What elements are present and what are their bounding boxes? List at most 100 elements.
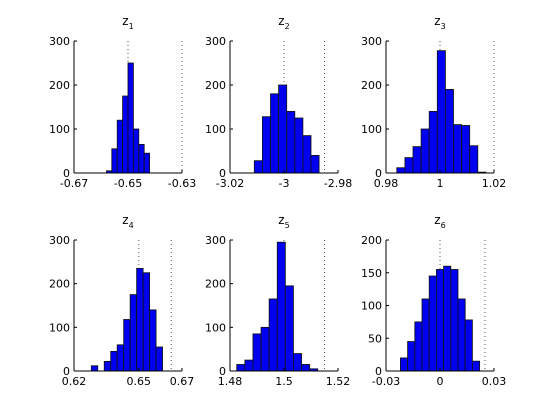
x-tick-label: 0	[437, 375, 444, 388]
x-tick-label: 1.48	[218, 375, 243, 388]
histogram-bar	[421, 298, 430, 372]
histogram-bar	[396, 167, 406, 174]
histogram-bar	[310, 154, 320, 174]
y-tick-label: 0	[63, 167, 70, 180]
x-tick-label: -2.98	[324, 177, 352, 190]
histogram-bar	[123, 319, 131, 372]
x-tick-label: 1	[437, 177, 444, 190]
histogram-bar	[253, 160, 263, 174]
histogram-bar	[293, 353, 302, 372]
histogram-bar	[450, 269, 459, 372]
histogram-bar	[90, 365, 99, 372]
histogram-bar	[284, 285, 294, 372]
histogram-bar	[461, 125, 471, 174]
histogram-panel-1: 0 100 200 300 -0.67 -0.65 -0.63 z1	[49, 14, 196, 190]
x-tick-label: 0.62	[62, 375, 87, 388]
histogram-bar	[436, 50, 446, 174]
histogram-panel-5: 0 100 200 300 1.48 1.5 1.52 z5	[205, 213, 350, 388]
y-tick-label: 300	[205, 35, 226, 48]
histogram-bar	[453, 124, 463, 174]
histogram-bar	[111, 148, 118, 174]
panel-title: z4	[122, 213, 133, 230]
x-tick-label: 0.67	[170, 375, 195, 388]
histogram-bar	[142, 272, 150, 372]
y-tick-label: 150	[361, 267, 382, 280]
x-tick-label: 1.02	[482, 177, 507, 190]
histogram-bar	[270, 93, 280, 174]
y-tick-label: 0	[219, 365, 226, 378]
x-tick-label: 0.65	[127, 375, 152, 388]
histogram-bar	[302, 135, 312, 174]
histogram-bar	[244, 359, 254, 372]
y-tick-label: 100	[361, 123, 382, 136]
y-tick-label: 0	[375, 167, 382, 180]
y-tick-label: 50	[368, 332, 382, 345]
histogram-bar	[301, 364, 311, 372]
histogram-bar	[261, 116, 271, 174]
histogram-bar	[132, 128, 140, 174]
x-tick-label: -0.65	[114, 177, 142, 190]
histogram-bar	[443, 265, 452, 372]
x-tick-label: 0.03	[482, 375, 507, 388]
histogram-bar	[110, 350, 118, 372]
histogram-bar	[471, 360, 480, 372]
histogram-bar	[457, 298, 466, 372]
histogram-bar	[469, 145, 479, 174]
histogram-bar	[260, 326, 270, 372]
y-tick-label: 100	[361, 300, 382, 313]
panel-title: z5	[278, 213, 289, 230]
histogram-bar	[286, 111, 296, 174]
x-tick-label: -0.03	[372, 375, 400, 388]
y-tick-label: 0	[63, 365, 70, 378]
histogram-bar	[138, 143, 145, 174]
histogram-panel-3: 0 100 200 300 0.98 1 1.02 z3	[361, 14, 506, 190]
y-tick-label: 300	[205, 234, 226, 247]
histogram-bar	[404, 157, 414, 174]
x-tick-label: 1.52	[326, 375, 351, 388]
histogram-bar	[103, 360, 112, 372]
x-tick-label: -0.63	[168, 177, 196, 190]
histogram-bar	[268, 298, 278, 372]
histogram-bar	[129, 294, 138, 372]
histogram-panel-2: 0 100 200 300 -3.02 -3 -2.98 z2	[205, 14, 352, 190]
y-tick-label: 200	[361, 79, 382, 92]
y-tick-label: 300	[49, 234, 70, 247]
histogram-bar	[428, 111, 438, 174]
histogram-bar	[278, 84, 288, 174]
histogram-bar	[420, 128, 430, 174]
x-tick-label: -3	[279, 177, 290, 190]
histogram-panel-4: 0 100 200 300 0.62 0.65 0.67 z4	[49, 213, 194, 388]
histogram-bar	[155, 346, 163, 372]
histogram-bar	[435, 269, 444, 372]
y-tick-label: 0	[219, 167, 226, 180]
y-tick-label: 0	[375, 365, 382, 378]
histogram-bar	[252, 333, 262, 372]
panel-title: z6	[434, 213, 445, 230]
histogram-bar	[464, 319, 473, 372]
y-tick-label: 300	[361, 35, 382, 48]
histogram-bar	[143, 152, 150, 174]
panel-title: z2	[278, 14, 289, 31]
histogram-bar	[428, 275, 437, 372]
x-tick-label: 0.98	[374, 177, 399, 190]
panel-title: z1	[122, 14, 133, 31]
histogram-bar	[149, 309, 157, 372]
y-tick-label: 100	[205, 321, 226, 334]
histogram-bar	[294, 117, 304, 174]
y-tick-label: 200	[49, 278, 70, 291]
y-tick-label: 200	[205, 278, 226, 291]
histogram-bar	[116, 344, 125, 372]
y-tick-label: 200	[361, 234, 382, 247]
x-tick-label: -0.67	[60, 177, 88, 190]
histogram-bar	[127, 62, 134, 174]
histogram-bar	[407, 341, 416, 372]
y-tick-label: 100	[205, 123, 226, 136]
histogram-bar	[412, 146, 422, 174]
histogram-bar	[399, 357, 408, 372]
histogram-bar	[122, 95, 129, 174]
y-tick-label: 100	[49, 123, 70, 136]
x-tick-label: -3.02	[216, 177, 244, 190]
histogram-bar	[236, 364, 246, 372]
